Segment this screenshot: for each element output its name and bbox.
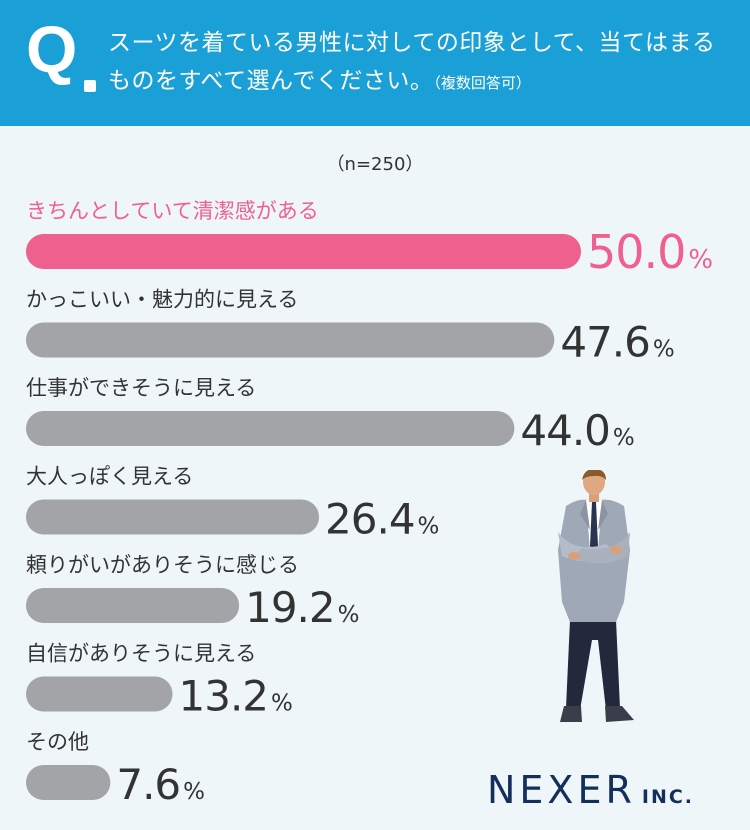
category-label: 頼りがいがありそうに感じる xyxy=(26,553,299,577)
value-label: 13.2% xyxy=(179,672,293,721)
nexer-logo: NEXER INC. xyxy=(487,768,694,812)
businessman-illustration xyxy=(558,470,634,722)
value-label: 26.4% xyxy=(325,495,439,544)
question-mark: Q xyxy=(26,12,78,86)
category-label: かっこいい・魅力的に見える xyxy=(26,288,298,312)
category-label: 大人っぽく見える xyxy=(26,465,193,489)
question-header: Q スーツを着ている男性に対しての印象として、当てはまるものをすべて選んでくださ… xyxy=(0,0,750,126)
logo-sub-text: INC. xyxy=(641,786,695,808)
bar xyxy=(26,676,173,712)
category-label: きちんとしていて清潔感がある xyxy=(26,199,319,223)
question-note: （複数回答可） xyxy=(433,74,531,92)
value-label: 50.0% xyxy=(587,225,713,279)
value-label: 19.2% xyxy=(245,583,359,632)
category-label: その他 xyxy=(26,730,89,754)
question-body: スーツを着ている男性に対しての印象として、当てはまるものをすべて選んでください。 xyxy=(108,30,716,94)
bar xyxy=(26,234,581,269)
value-label: 44.0% xyxy=(520,406,634,455)
bar xyxy=(26,322,555,358)
bar xyxy=(26,765,111,800)
category-label: 仕事ができそうに見える xyxy=(26,376,256,400)
question-mark-dot xyxy=(84,80,96,92)
value-label: 47.6% xyxy=(560,318,674,367)
question-text: スーツを着ている男性に対しての印象として、当てはまるものをすべて選んでください。… xyxy=(108,24,738,102)
bar xyxy=(26,588,240,623)
bar xyxy=(26,499,320,535)
logo-main-text: NEXER xyxy=(487,768,636,812)
bar xyxy=(26,411,515,446)
value-label: 7.6% xyxy=(116,760,205,809)
category-label: 自信がありそうに見える xyxy=(26,642,256,666)
sample-size: （n=250） xyxy=(326,154,424,175)
